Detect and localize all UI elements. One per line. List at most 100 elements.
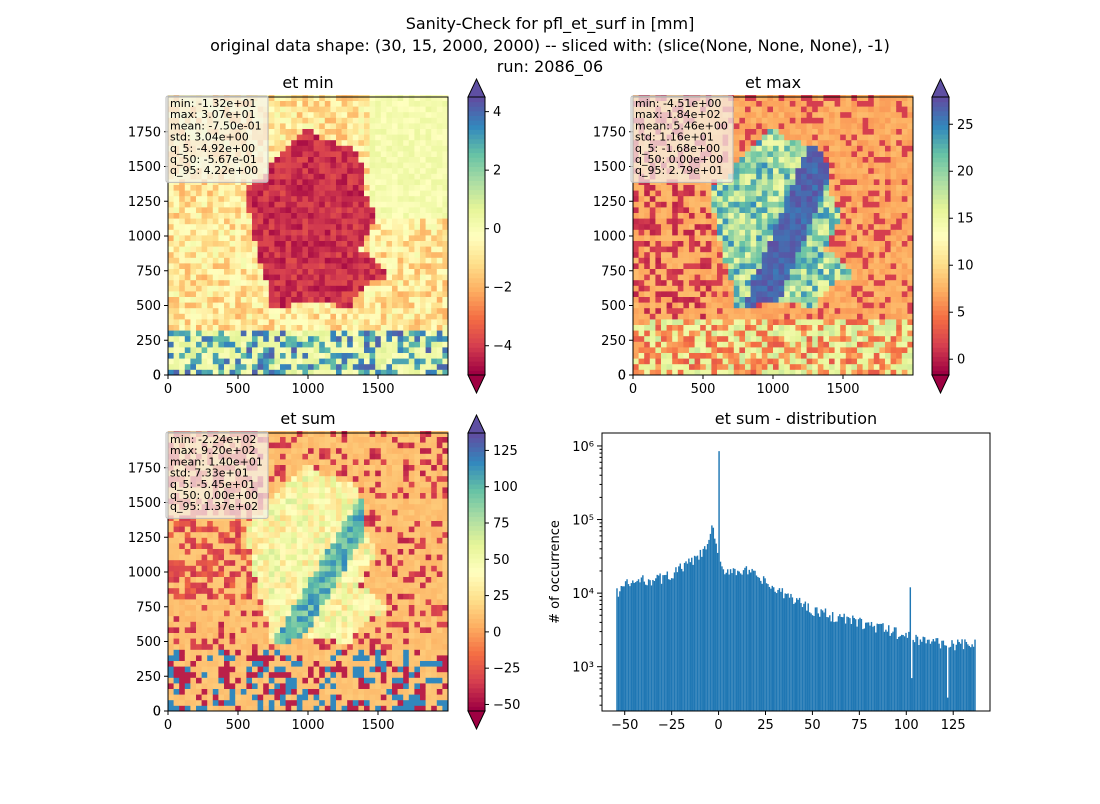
heatmap-cell — [179, 224, 185, 230]
heatmap-cell — [431, 308, 437, 314]
heatmap-cell — [739, 145, 745, 151]
heatmap-cell — [829, 308, 835, 314]
heatmap-cell — [857, 201, 863, 207]
heatmap-cell — [706, 325, 712, 331]
heatmap-cell — [196, 297, 202, 303]
heatmap-cell — [375, 151, 381, 157]
heatmap-cell — [207, 246, 213, 252]
heatmap-cell — [885, 173, 891, 179]
heatmap-cell — [857, 263, 863, 269]
heatmap-cell — [426, 129, 432, 135]
heatmap-cell — [314, 269, 320, 275]
heatmap-cell — [891, 207, 897, 213]
heatmap-cell — [347, 319, 353, 325]
heatmap-cell — [818, 241, 824, 247]
heatmap-cell — [386, 341, 392, 347]
heatmap-cell — [812, 358, 818, 364]
heatmap-cell — [437, 106, 443, 112]
suptitle-line-3: run: 2086_06 — [497, 57, 603, 77]
heatmap-cell — [739, 218, 745, 224]
heatmap-cell — [812, 173, 818, 179]
heatmap-cell — [667, 224, 673, 230]
heatmap-cell — [840, 235, 846, 241]
heatmap-cell — [739, 134, 745, 140]
heatmap-cell — [672, 213, 678, 219]
heatmap-cell — [739, 196, 745, 202]
heatmap-cell — [756, 347, 762, 353]
heatmap-cell — [364, 319, 370, 325]
heatmap-cell — [207, 185, 213, 191]
heatmap-cell — [185, 319, 191, 325]
heatmap-cell — [672, 229, 678, 235]
heatmap-cell — [846, 353, 852, 359]
heatmap-cell — [812, 330, 818, 336]
heatmap-cell — [683, 224, 689, 230]
heatmap-cell — [779, 319, 785, 325]
heatmap-cell — [302, 162, 308, 168]
heatmap-cell — [246, 353, 252, 359]
heatmap-cell — [633, 285, 639, 291]
heatmap-cell — [358, 319, 364, 325]
heatmap-cell — [431, 218, 437, 224]
heatmap-cell — [336, 106, 342, 112]
heatmap-cell — [734, 140, 740, 146]
heatmap-cell — [330, 229, 336, 235]
heatmap-cell — [431, 229, 437, 235]
heatmap-cell — [723, 269, 729, 275]
heatmap-cell — [263, 263, 269, 269]
heatmap-cell — [403, 257, 409, 263]
heatmap-cell — [218, 274, 224, 280]
heatmap-cell — [414, 330, 420, 336]
heatmap-cell — [392, 308, 398, 314]
heatmap-cell — [818, 123, 824, 129]
heatmap-cell — [846, 257, 852, 263]
heatmap-cell — [633, 280, 639, 286]
heatmap-cell — [252, 246, 258, 252]
heatmap-cell — [409, 106, 415, 112]
heatmap-cell — [392, 241, 398, 247]
heatmap-cell — [426, 101, 432, 107]
heatmap-cell — [767, 263, 773, 269]
heatmap-cell — [745, 246, 751, 252]
heatmap-cell — [196, 308, 202, 314]
heatmap-cell — [230, 213, 236, 219]
heatmap-cell — [885, 330, 891, 336]
heatmap-cell — [392, 157, 398, 163]
heatmap-cell — [381, 252, 387, 258]
heatmap-cell — [790, 207, 796, 213]
heatmap-cell — [807, 325, 813, 331]
heatmap-cell — [655, 280, 661, 286]
heatmap-cell — [375, 201, 381, 207]
heatmap-cell — [784, 168, 790, 174]
heatmap-cell — [779, 325, 785, 331]
colorbar-extend-min — [468, 375, 485, 393]
heatmap-cell — [336, 134, 342, 140]
heatmap-cell — [711, 185, 717, 191]
heatmap-cell — [857, 280, 863, 286]
heatmap-cell — [218, 319, 224, 325]
heatmap-cell — [319, 353, 325, 359]
heatmap-cell — [863, 246, 869, 252]
heatmap-cell — [409, 162, 415, 168]
heatmap-cell — [375, 358, 381, 364]
heatmap-cell — [891, 134, 897, 140]
heatmap-cell — [179, 364, 185, 370]
heatmap-cell — [358, 117, 364, 123]
heatmap-cell — [420, 201, 426, 207]
heatmap-cell — [661, 196, 667, 202]
heatmap-cell — [364, 157, 370, 163]
heatmap-cell — [790, 285, 796, 291]
heatmap-cell — [207, 285, 213, 291]
heatmap-cell — [695, 257, 701, 263]
heatmap-cell — [667, 185, 673, 191]
heatmap-cell — [678, 325, 684, 331]
heatmap-cell — [224, 285, 230, 291]
heatmap-cell — [667, 302, 673, 308]
heatmap-cell — [795, 330, 801, 336]
heatmap-cell — [314, 224, 320, 230]
heatmap-cell — [174, 224, 180, 230]
heatmap-cell — [398, 319, 404, 325]
heatmap-cell — [667, 325, 673, 331]
heatmap-cell — [325, 196, 331, 202]
heatmap-cell — [431, 129, 437, 135]
